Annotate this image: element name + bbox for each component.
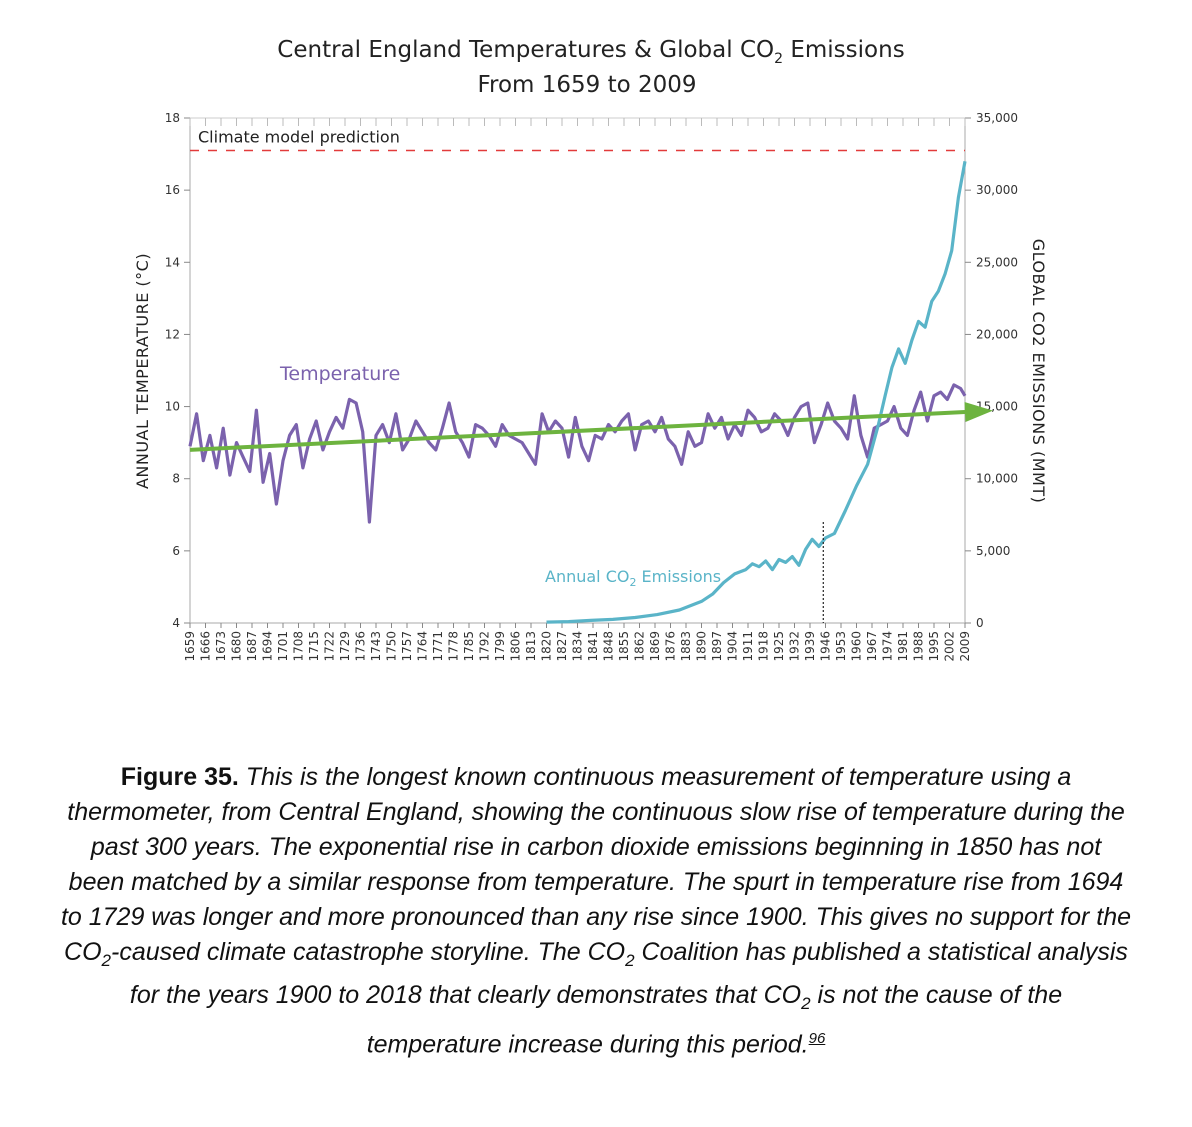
- x-tick-label: 1841: [586, 631, 600, 662]
- caption-text-3: Coalition has published a statistical an…: [129, 938, 1128, 1009]
- x-tick-label: 1890: [695, 631, 709, 662]
- x-tick-label: 1918: [757, 631, 771, 662]
- x-tick-label: 1806: [509, 631, 523, 662]
- x-tick-label: 1988: [912, 631, 926, 662]
- caption-text-1: This is the longest known continuous mea…: [60, 763, 1132, 966]
- x-tick-label: 1953: [834, 631, 848, 662]
- x-tick-label: 1939: [803, 631, 817, 662]
- temperature-series-label: Temperature: [279, 363, 400, 385]
- x-tick-label: 1862: [633, 631, 647, 662]
- y-right-tick-label: 10,000: [976, 472, 1018, 486]
- x-tick-label: 1925: [772, 631, 786, 662]
- y-left-tick-label: 10: [165, 400, 180, 414]
- x-tick-label: 1666: [199, 631, 213, 662]
- x-tick-label: 1729: [338, 631, 352, 662]
- x-tick-label: 1813: [524, 631, 538, 662]
- y-right-axis-title: GLOBAL CO2 EMISSIONS (MMT): [1029, 239, 1048, 504]
- trend-line: [189, 409, 966, 452]
- chart-title: Central England Temperatures & Global CO…: [277, 37, 904, 67]
- x-tick-label: 1757: [400, 631, 414, 662]
- x-tick-label: 1911: [741, 631, 755, 662]
- x-tick-label: 1974: [881, 631, 895, 662]
- y-left-tick-label: 16: [165, 183, 180, 197]
- y-right-tick-label: 35,000: [976, 111, 1018, 125]
- x-tick-label: 1855: [617, 631, 631, 662]
- x-tick-label: 1694: [261, 631, 275, 662]
- y-left-tick-label: 12: [165, 327, 180, 341]
- x-tick-label: 1869: [648, 631, 662, 662]
- x-tick-label: 1792: [478, 631, 492, 662]
- x-tick-label: 1960: [850, 631, 864, 662]
- caption-sub-1: 2: [101, 951, 112, 970]
- x-tick-label: 1708: [292, 631, 306, 662]
- caption-figure-number: Figure 35.: [120, 763, 239, 791]
- x-tick-label: 1967: [865, 631, 879, 662]
- y-right-tick-label: 30,000: [976, 183, 1018, 197]
- x-tick-label: 1897: [710, 631, 724, 662]
- x-tick-label: 1904: [726, 631, 740, 662]
- x-tick-label: 1848: [602, 631, 616, 662]
- y-right-tick-label: 0: [976, 616, 984, 630]
- x-tick-label: 1750: [385, 631, 399, 662]
- x-tick-label: 1785: [462, 631, 476, 662]
- chart-svg: Central England Temperatures & Global CO…: [133, 37, 1048, 662]
- prediction-label: Climate model prediction: [198, 127, 400, 146]
- x-tick-label: 1771: [431, 631, 445, 662]
- x-tick-label: 1834: [571, 631, 585, 662]
- caption-reference-link[interactable]: 96: [808, 1030, 826, 1047]
- y-left-tick-label: 14: [165, 255, 180, 269]
- x-tick-label: 2009: [958, 631, 972, 662]
- y-left-tick-label: 18: [165, 111, 180, 125]
- caption-text-4: is not the cause of the temperature incr…: [366, 981, 1063, 1059]
- y-right-tick-label: 25,000: [976, 255, 1018, 269]
- x-tick-label: 1883: [679, 631, 693, 662]
- y-left-tick-label: 8: [172, 472, 180, 486]
- y-right-tick-label: 20,000: [976, 327, 1018, 341]
- figure-caption: Figure 35. This is the longest known con…: [60, 760, 1132, 1062]
- co2-series-line: [546, 161, 967, 624]
- y-right-tick-label: 5,000: [976, 544, 1010, 558]
- x-tick-label: 1701: [276, 631, 290, 662]
- x-tick-label: 1876: [664, 631, 678, 662]
- x-tick-label: 1995: [927, 631, 941, 662]
- x-tick-label: 1722: [323, 631, 337, 662]
- y-left-tick-label: 6: [172, 544, 180, 558]
- x-tick-label: 1764: [416, 631, 430, 662]
- x-tick-label: 1820: [540, 631, 554, 662]
- caption-sub-3: 2: [801, 994, 811, 1013]
- x-tick-label: 1736: [354, 631, 368, 662]
- x-tick-label: 1778: [447, 631, 461, 662]
- x-tick-label: 1827: [555, 631, 569, 662]
- chart: Central England Temperatures & Global CO…: [133, 37, 1048, 662]
- caption-sub-2: 2: [625, 951, 635, 970]
- x-tick-label: 1946: [819, 631, 833, 662]
- y-left-axis-title: ANNUAL TEMPERATURE (°C): [133, 253, 152, 489]
- chart-subtitle: From 1659 to 2009: [477, 72, 696, 98]
- x-tick-label: 1680: [230, 631, 244, 662]
- x-tick-label: 1981: [896, 631, 910, 662]
- x-tick-label: 1799: [493, 631, 507, 662]
- x-tick-label: 2002: [943, 631, 957, 662]
- x-tick-label: 1659: [183, 631, 197, 662]
- co2-series-label: Annual CO2 Emissions: [545, 567, 721, 589]
- x-tick-label: 1687: [245, 631, 259, 662]
- trend-arrowhead: [964, 401, 993, 422]
- x-tick-label: 1673: [214, 631, 228, 662]
- caption-text-2: -caused climate catastrophe storyline. T…: [111, 938, 626, 966]
- x-tick-label: 1932: [788, 631, 802, 662]
- x-tick-label: 1715: [307, 631, 321, 662]
- y-left-tick-label: 4: [172, 616, 180, 630]
- x-tick-label: 1743: [369, 631, 383, 662]
